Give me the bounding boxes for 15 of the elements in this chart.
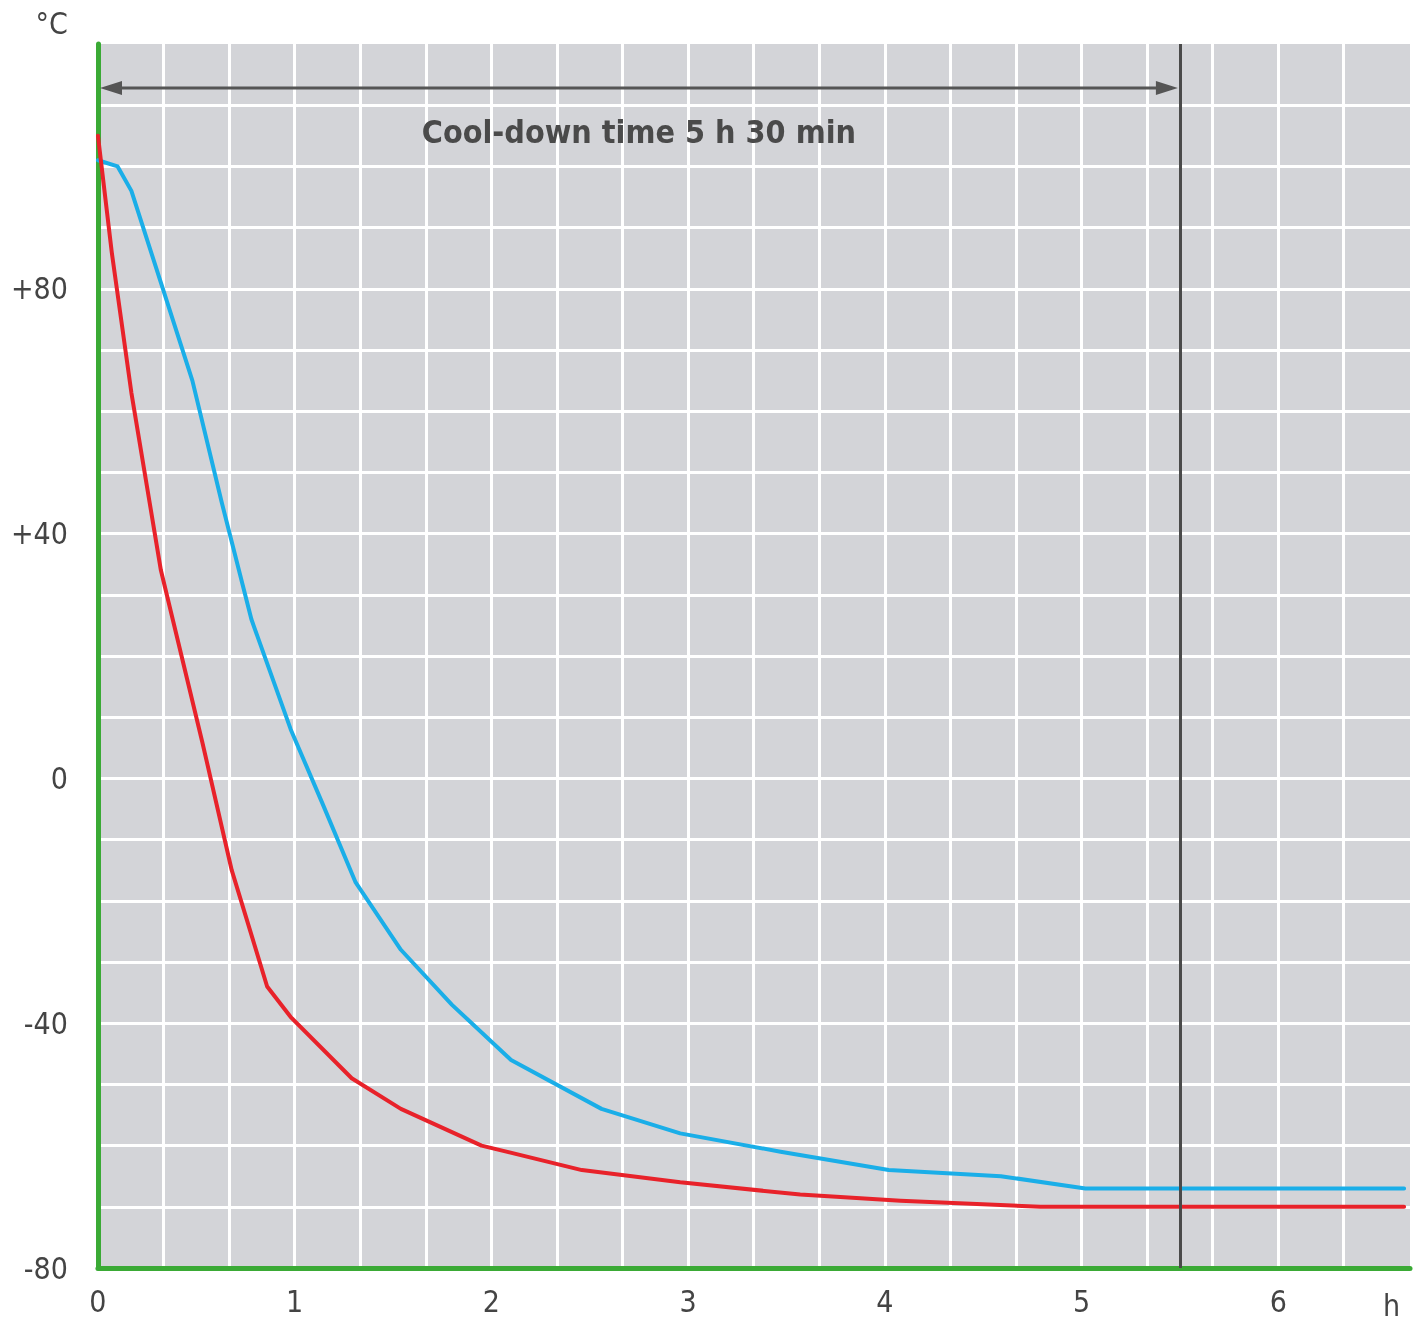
y-tick-label: 0 [50, 760, 68, 796]
y-axis-title: °C [35, 5, 68, 41]
y-tick-label: -40 [23, 1005, 68, 1041]
x-tick-label: 4 [876, 1283, 894, 1319]
x-axis-title: h [1382, 1287, 1400, 1323]
x-tick-label: 1 [286, 1283, 304, 1319]
x-tick-label: 6 [1269, 1283, 1287, 1319]
x-tick-label: 5 [1072, 1283, 1091, 1319]
x-tick-label: 3 [679, 1283, 697, 1319]
y-tick-label: +80 [11, 271, 68, 307]
y-tick-label: +40 [11, 516, 68, 552]
x-tick-label: 2 [482, 1283, 500, 1319]
annotation: Cool-down time 5 h 30 min [421, 113, 856, 151]
x-tick-label: 0 [89, 1283, 107, 1319]
y-tick-label: -80 [23, 1250, 68, 1286]
